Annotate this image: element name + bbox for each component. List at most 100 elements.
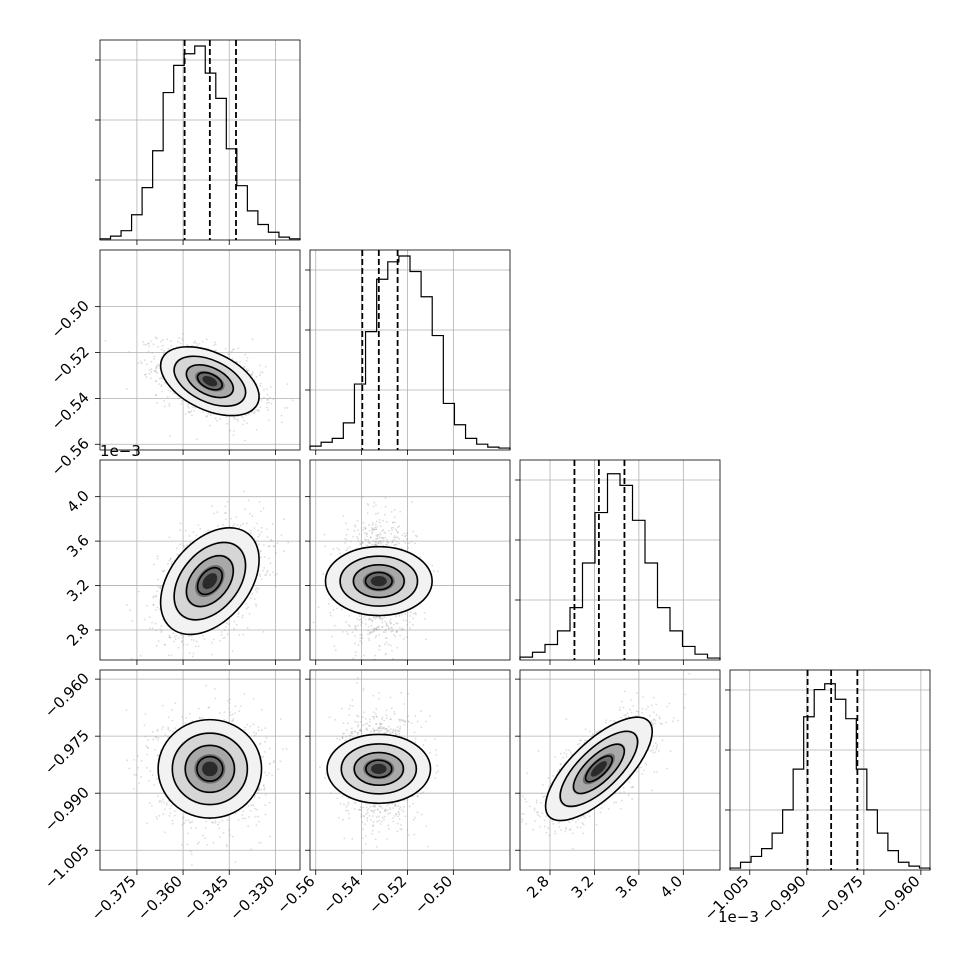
sample-point [424,618,426,620]
sample-point [232,348,234,351]
sample-point [194,406,197,409]
sample-point [143,724,146,727]
sample-point [377,533,380,536]
sample-point [192,652,195,655]
sample-point [265,737,268,739]
sample-point [356,535,358,538]
sample-point [148,627,151,630]
panel-frame [309,249,511,451]
sample-point [269,538,272,541]
sample-point [226,633,229,635]
sample-point [332,548,335,550]
sample-point [183,822,186,825]
sample-point [161,728,163,731]
sample-point [265,573,268,576]
sample-point [167,654,170,657]
sample-point [258,842,261,844]
sample-point [342,515,345,518]
sample-point [154,595,157,598]
sample-point [210,641,213,644]
sample-point [384,636,387,639]
sample-point [148,372,151,375]
sample-point [357,529,360,532]
sample-point [424,638,427,641]
sample-point [212,638,215,641]
sample-point [284,407,287,409]
sample-point [349,546,351,548]
sample-point [228,623,231,626]
sample-point [263,556,266,558]
sample-point [391,649,393,652]
sample-point [174,810,176,813]
sample-point [228,702,231,704]
sample-point [390,621,393,624]
sample-point [363,615,366,617]
contour-line-3 [196,371,223,391]
sample-point [234,417,236,420]
sample-point [387,627,390,630]
sample-point [350,540,352,543]
sample-point [143,618,146,621]
sample-point [104,339,107,342]
sample-point [170,340,172,342]
sample-point [356,519,359,522]
sample-point [140,760,143,762]
sample-point [361,496,364,499]
sample-point [253,598,256,601]
sample-point [140,362,143,365]
panel-frame [99,249,301,451]
sample-point [317,606,320,609]
sample-point [366,503,369,505]
sample-point [379,536,381,539]
sample-point [201,340,204,343]
sample-point [154,622,157,625]
sample-point [330,635,333,638]
sample-point [234,705,237,708]
sample-point [125,388,128,390]
sample-point [168,636,171,638]
sample-point [253,796,256,799]
sample-point [383,513,386,516]
density-panel-0-1 [95,249,301,455]
sample-point [389,660,391,662]
sample-point [155,644,158,647]
sample-point [181,715,184,718]
sample-point [246,422,248,425]
sample-point [362,528,365,531]
sample-point [179,529,182,532]
sample-point [148,616,151,619]
sample-point [265,528,268,531]
sample-point [266,399,269,401]
sample-point [416,535,418,538]
sample-point [172,392,175,395]
sample-point [156,578,159,581]
sample-point [190,638,193,641]
sample-point [233,523,236,525]
sample-point [179,522,182,525]
sample-point [364,618,367,621]
sample-point [414,542,416,545]
sample-point [185,544,188,547]
sample-point [187,411,190,413]
sample-point [148,345,151,348]
sample-point [157,585,160,588]
sample-point [224,636,227,639]
sample-point [391,541,393,544]
sample-point [378,645,381,647]
sample-point [267,398,269,401]
sample-point [243,365,246,368]
sample-point [198,716,201,719]
sample-point [375,504,377,507]
sample-point [353,529,356,532]
sample-point [385,625,388,627]
sample-point [368,639,371,642]
sample-point [381,617,384,620]
sample-point [242,817,244,820]
sample-point [379,525,382,528]
histogram-panel-2 [515,459,721,665]
sample-point [262,507,265,510]
sample-point [193,409,196,412]
sample-point [368,524,370,527]
sample-point [258,788,261,791]
sample-point [260,728,263,731]
